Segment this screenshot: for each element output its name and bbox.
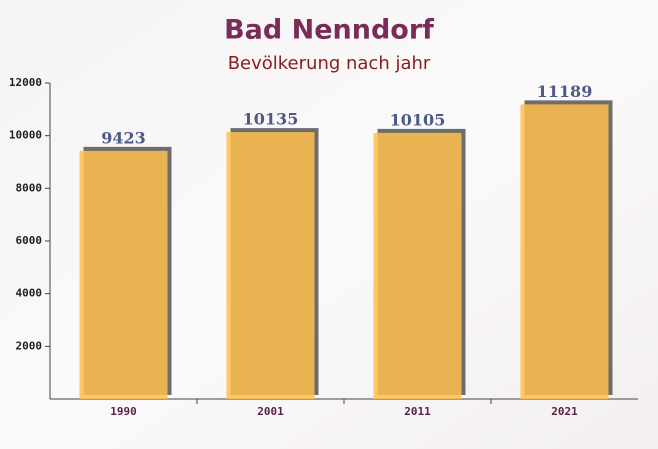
chart-title: Bad Nenndorf <box>224 15 434 46</box>
bar <box>373 132 462 399</box>
bar <box>79 150 168 399</box>
y-tick-label: 12000 <box>9 76 42 89</box>
y-tick-label: 10000 <box>9 129 42 142</box>
bar <box>226 132 315 399</box>
value-label: 11189 <box>537 82 593 101</box>
x-tick-label: 2011 <box>404 405 431 418</box>
y-tick-label: 4000 <box>16 287 43 300</box>
value-label: 10135 <box>243 110 299 129</box>
value-label: 10105 <box>390 110 446 129</box>
x-tick-label: 1990 <box>110 405 137 418</box>
y-tick-label: 8000 <box>16 181 43 194</box>
bar <box>520 104 609 400</box>
y-tick-label: 6000 <box>16 234 43 247</box>
x-tick-label: 2001 <box>257 405 284 418</box>
chart-subtitle: Bevölkerung nach jahr <box>228 53 431 74</box>
value-label: 9423 <box>101 128 146 147</box>
y-tick-label: 2000 <box>16 339 43 352</box>
x-tick-label: 2021 <box>551 405 578 418</box>
